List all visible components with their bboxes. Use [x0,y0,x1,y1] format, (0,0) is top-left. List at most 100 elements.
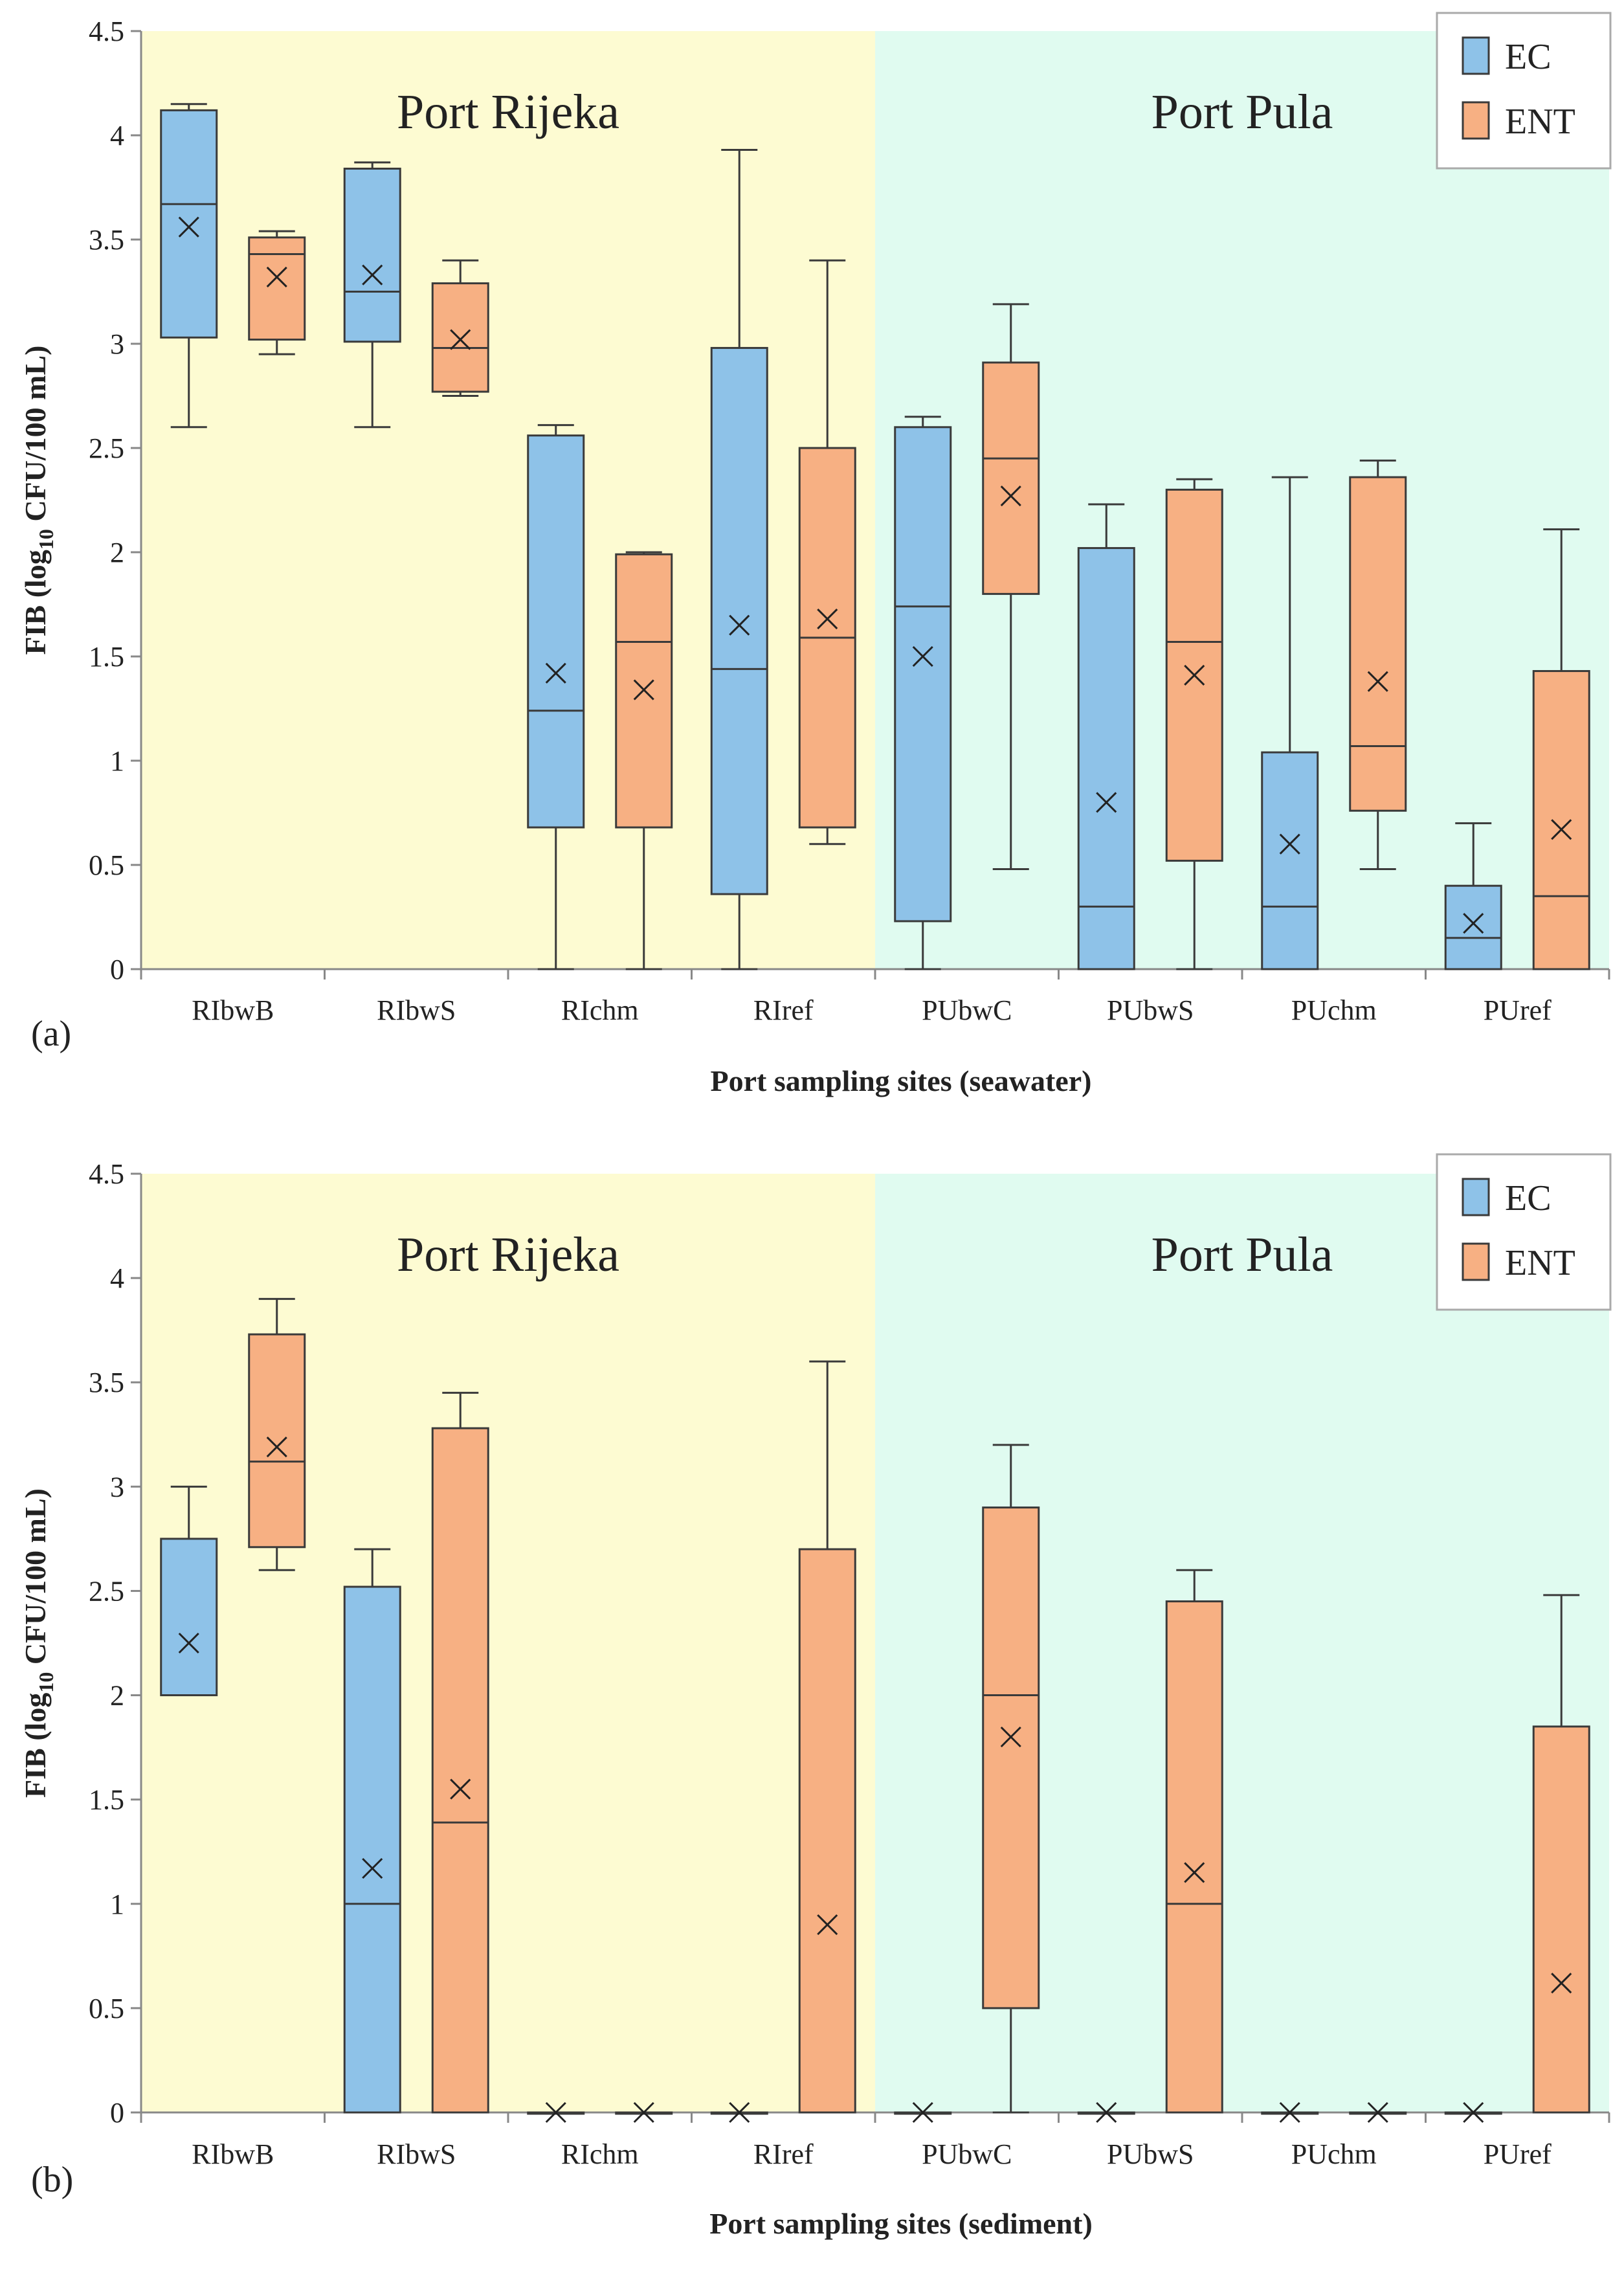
iqr-box [343,168,401,343]
iqr-box [1077,547,1135,970]
iqr-box [248,236,306,341]
y-tick-label: 4.5 [89,16,124,47]
x-tick-label: RIref [753,994,814,1026]
iqr-box [982,1506,1040,2010]
iqr-box [798,1548,856,2114]
iqr-box [1165,1600,1223,2114]
box-ent-riref [798,1360,856,2114]
iqr-box [343,1585,401,2114]
x-tick-label: PUbwC [922,994,1012,1026]
mean-marker [912,645,933,667]
x-tick-label: RIchm [561,2138,639,2170]
box-ent-pubws [1165,1569,1223,2114]
box-ec-ribws [343,161,401,429]
legend-label-ent: ENT [1505,1243,1575,1283]
mean-marker [362,1857,383,1879]
y-tick-label: 2.5 [89,432,124,464]
mean-marker [1184,664,1205,686]
y-tick-label: 3.5 [89,1367,124,1398]
x-tick-label: PUbwS [1107,2138,1194,2170]
mean-marker [178,1632,199,1654]
box-ent-ribwb [248,230,306,355]
legend-swatch-ent [1462,101,1490,140]
mean-marker [1463,913,1484,934]
y-tick-label: 0 [110,954,124,985]
box-ent-richm [615,2101,673,2123]
iqr-box [1349,476,1407,812]
iqr-box [431,282,489,393]
iqr-box [1532,1725,1590,2114]
mean-marker [1367,2101,1388,2123]
mean-marker [266,1437,287,1458]
box-ent-pubwc [982,303,1040,870]
mean-marker [1000,1726,1021,1748]
mean-marker [1551,819,1572,840]
mean-marker [817,608,838,630]
y-axis-title-subscript: 10 [34,1672,58,1693]
box-ec-puchm [1261,2101,1319,2123]
region-label: Port Rijeka [397,1227,619,1282]
mean-marker [633,2101,654,2123]
chart-panel-1: Port Rijeka Port Pula 0 0.5 1 1.5 2 2.5 3 3.5 4 4.5… [19,12,1612,1097]
x-tick-label: RIchm [561,994,639,1026]
x-tick-label: PUchm [1291,2138,1377,2170]
x-tick-label: RIbwB [192,994,274,1026]
box-ec-ribwb [160,103,218,429]
iqr-box [710,346,768,895]
mean-marker [1279,2101,1300,2123]
box-ec-puref [1444,2101,1502,2123]
region-label: Port Pula [1151,85,1333,139]
box-ent-riref [798,259,856,845]
box-ent-ribws [431,259,489,397]
region-background-1 [141,1174,875,2112]
mean-marker [817,1914,838,1936]
y-tick-label: 1 [110,1888,124,1920]
x-tick-label: PUchm [1291,994,1377,1026]
chart-panel-2: Port Rijeka Port Pula 0 0.5 1 1.5 2 2.5 3 3.5 4 4.5… [19,1153,1612,2240]
box-ent-puchm [1349,2101,1407,2123]
mean-marker [1463,2101,1484,2123]
box-ec-pubws [1077,503,1135,970]
iqr-box [982,361,1040,595]
legend-swatch-ec [1462,1178,1490,1216]
x-tick-label: PUbwC [922,2138,1012,2170]
iqr-box [1165,488,1223,862]
y-tick-label: 2 [110,1680,124,1712]
y-tick-label: 0 [110,2097,124,2129]
y-tick-label: 1.5 [89,1784,124,1816]
box-ec-puchm [1261,476,1319,970]
legend-frame [1436,1153,1612,1311]
y-tick-label: 0.5 [89,849,124,881]
mean-marker [1184,1862,1205,1883]
legend: EC ENT [1436,12,1612,170]
box-ec-pubwc [894,2101,952,2123]
legend-label-ec: EC [1505,37,1552,77]
iqr-box [431,1427,489,2114]
y-axis-title-text: FIB (log [19,550,52,655]
y-axis-title: FIB (log10 CFU/100 mL) [19,1488,58,1798]
mean-marker [1367,671,1388,692]
box-ec-pubws [1077,2101,1135,2123]
x-tick-label: PUref [1484,994,1552,1026]
mean-marker [1096,792,1117,813]
box-ec-pubwc [894,416,952,970]
y-axis-title-subscript: 10 [34,529,58,550]
legend-frame [1436,12,1612,170]
iqr-box [1261,751,1319,970]
box-ent-puref [1532,1594,1590,2114]
box-ent-pubwc [982,1444,1040,2114]
mean-marker [1279,833,1300,855]
x-axis-title: Port sampling sites (seawater) [711,1064,1092,1097]
mean-marker [729,2101,750,2123]
panel-label: (a) [31,1014,71,1054]
y-axis-title: FIB (log10 CFU/100 mL) [19,346,58,655]
mean-marker [633,679,654,700]
iqr-box [160,109,218,339]
y-tick-label: 2 [110,537,124,568]
panel-label: (b) [31,2160,73,2200]
mean-marker [545,2101,566,2123]
y-axis-title-text: CFU/100 mL) [19,1488,52,1672]
x-tick-label: RIbwS [377,994,456,1026]
iqr-box [248,1333,306,1549]
